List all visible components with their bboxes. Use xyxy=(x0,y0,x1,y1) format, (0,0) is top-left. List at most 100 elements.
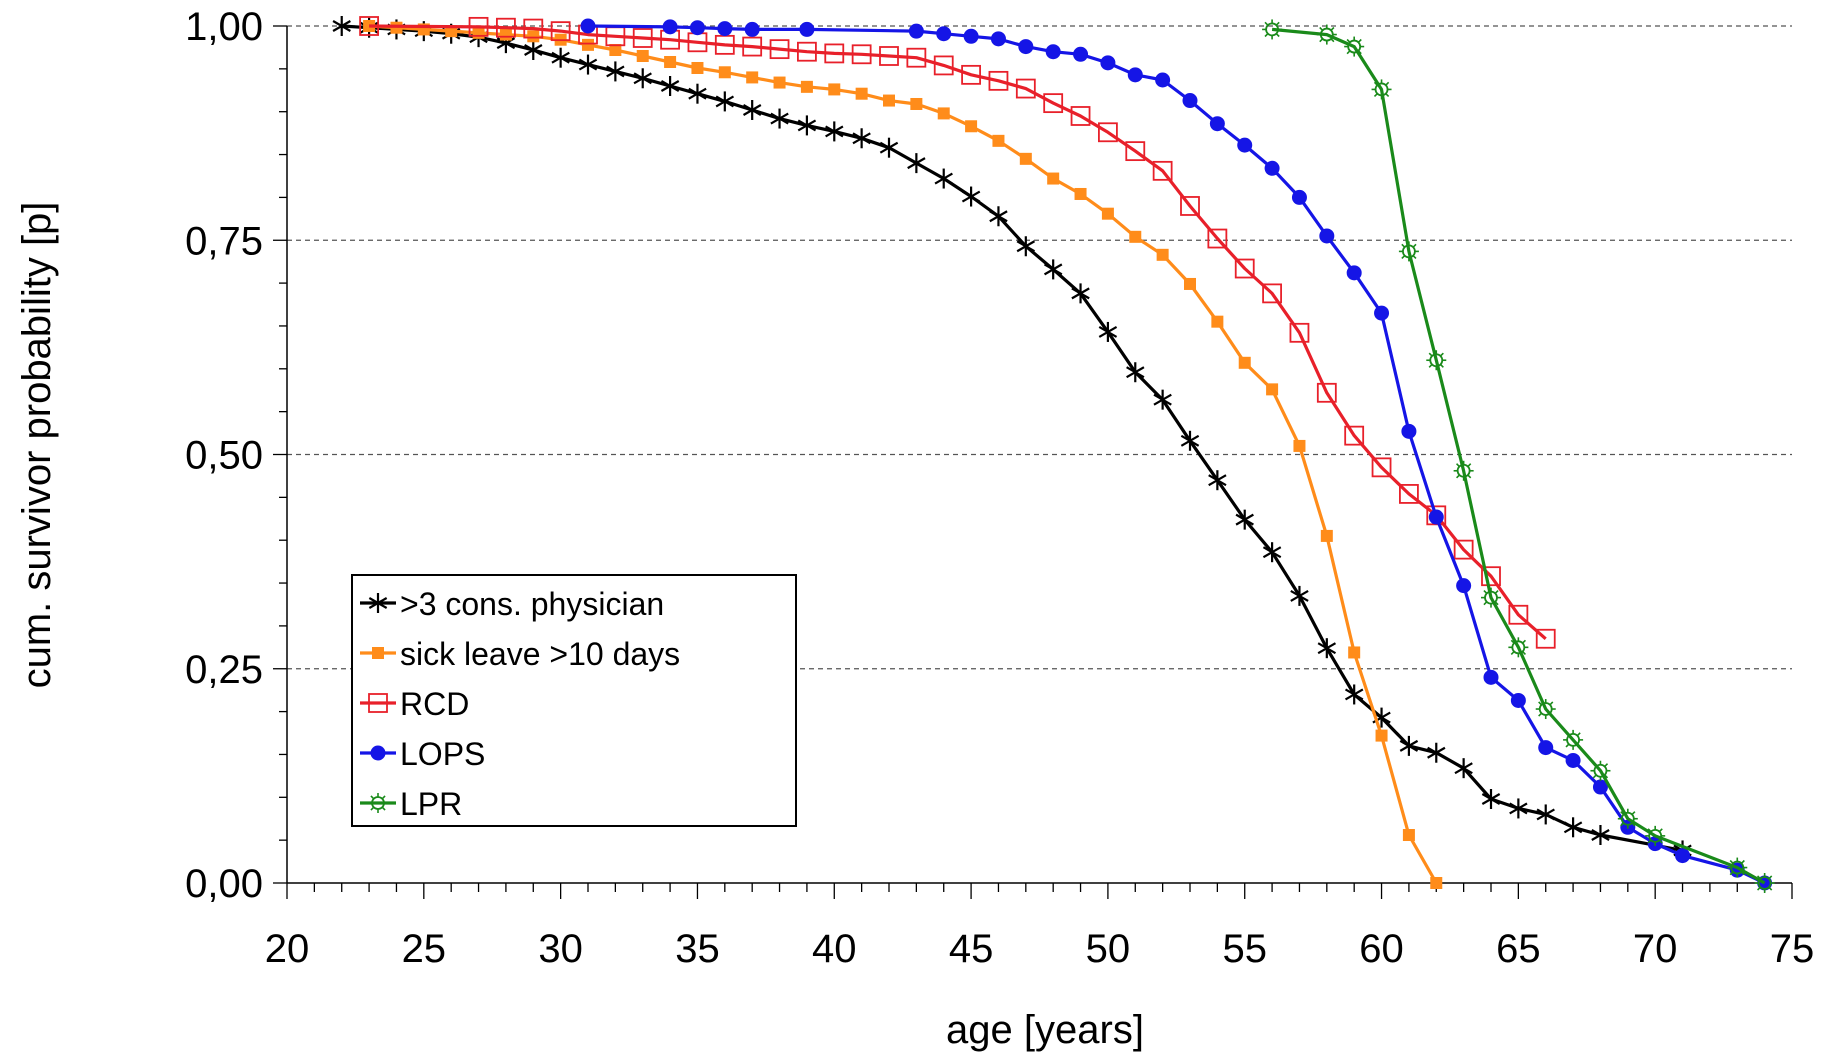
data-point xyxy=(1293,439,1306,452)
legend-item: RCD xyxy=(360,686,469,722)
data-point xyxy=(1536,804,1555,825)
data-point xyxy=(660,75,680,96)
data-point xyxy=(1180,196,1200,216)
data-point xyxy=(1399,484,1419,504)
data-point xyxy=(746,71,759,84)
legend-swatch-marker xyxy=(368,593,388,613)
data-point xyxy=(906,47,927,68)
data-point xyxy=(524,39,543,60)
x-tick-label: 65 xyxy=(1496,927,1541,971)
legend-item: sick leave >10 days xyxy=(360,636,680,672)
data-point xyxy=(907,153,926,174)
data-point xyxy=(797,41,817,62)
data-point xyxy=(1344,684,1364,705)
data-point xyxy=(855,87,868,100)
x-tick-label: 55 xyxy=(1222,927,1267,971)
data-point xyxy=(609,43,622,56)
data-point xyxy=(1399,735,1419,756)
data-point xyxy=(742,99,762,120)
data-point xyxy=(1071,283,1090,304)
data-point xyxy=(1182,93,1198,109)
data-point xyxy=(1155,72,1171,88)
data-point xyxy=(718,66,731,79)
data-point xyxy=(744,21,760,37)
x-tick-label: 45 xyxy=(949,927,994,971)
data-point xyxy=(908,23,924,39)
data-point xyxy=(1019,152,1032,165)
data-point xyxy=(992,134,1005,147)
data-point xyxy=(990,31,1006,47)
data-point xyxy=(1234,258,1255,279)
data-point xyxy=(1617,808,1638,829)
legend-label: LOPS xyxy=(400,736,485,772)
data-point xyxy=(1371,457,1392,478)
data-point xyxy=(662,19,678,35)
data-point xyxy=(1316,24,1337,45)
data-point xyxy=(1129,230,1142,243)
data-point xyxy=(1291,189,1307,205)
data-point xyxy=(1101,207,1114,220)
legend-label: >3 cons. physician xyxy=(400,586,664,622)
data-point xyxy=(851,44,872,65)
data-point xyxy=(1427,742,1446,763)
data-point xyxy=(1043,259,1063,280)
data-point xyxy=(496,17,516,38)
x-tick-label: 20 xyxy=(265,927,310,971)
data-point xyxy=(1535,699,1556,720)
data-point xyxy=(1510,692,1526,708)
data-point xyxy=(632,28,653,48)
data-point xyxy=(1727,857,1748,878)
data-point xyxy=(363,20,376,32)
x-tick-label: 50 xyxy=(1086,927,1131,971)
data-point xyxy=(1262,542,1282,563)
data-point xyxy=(1127,67,1143,83)
data-point xyxy=(606,61,625,82)
data-point xyxy=(582,38,594,51)
data-point xyxy=(852,128,871,149)
x-tick-label: 75 xyxy=(1770,927,1815,971)
data-point xyxy=(332,16,351,36)
x-tick-label: 35 xyxy=(675,927,720,971)
data-point xyxy=(1344,425,1365,446)
data-point xyxy=(1237,137,1253,153)
data-point xyxy=(1098,122,1118,143)
data-point xyxy=(1317,638,1337,659)
legend-item: LPR xyxy=(360,786,462,822)
data-point xyxy=(988,70,1009,91)
data-point xyxy=(1209,116,1225,132)
series-1 xyxy=(363,20,1443,889)
data-point xyxy=(1538,740,1554,756)
data-point xyxy=(717,21,733,37)
data-point xyxy=(1043,93,1064,114)
data-point xyxy=(910,97,923,110)
data-point xyxy=(1344,36,1365,57)
legend-box xyxy=(351,574,797,827)
data-point xyxy=(688,83,707,104)
legend-label: RCD xyxy=(400,686,469,722)
y-tick-label: 0,75 xyxy=(185,219,263,263)
data-point xyxy=(1264,160,1280,176)
data-point xyxy=(742,36,763,57)
data-point xyxy=(1453,460,1474,481)
data-point xyxy=(1481,566,1501,587)
data-point xyxy=(828,83,841,96)
series-line xyxy=(341,24,1683,852)
x-tick-label: 40 xyxy=(812,927,857,971)
data-point xyxy=(770,108,789,129)
axes: age [years] cum. survivor probability [p… xyxy=(15,5,1814,1052)
data-point xyxy=(1754,873,1775,893)
legend-item: >3 cons. physician xyxy=(360,586,664,622)
data-point xyxy=(1430,877,1443,889)
data-point xyxy=(523,18,544,39)
data-point xyxy=(527,30,540,43)
series-4 xyxy=(1262,19,1775,893)
x-tick-label: 30 xyxy=(538,927,583,971)
data-point xyxy=(1454,758,1473,779)
legend-swatch-marker xyxy=(368,793,388,813)
data-point xyxy=(468,16,489,37)
data-point xyxy=(550,21,571,42)
data-point xyxy=(1563,817,1583,838)
data-point xyxy=(1100,55,1116,71)
data-point xyxy=(773,76,786,89)
data-point xyxy=(1262,19,1283,40)
